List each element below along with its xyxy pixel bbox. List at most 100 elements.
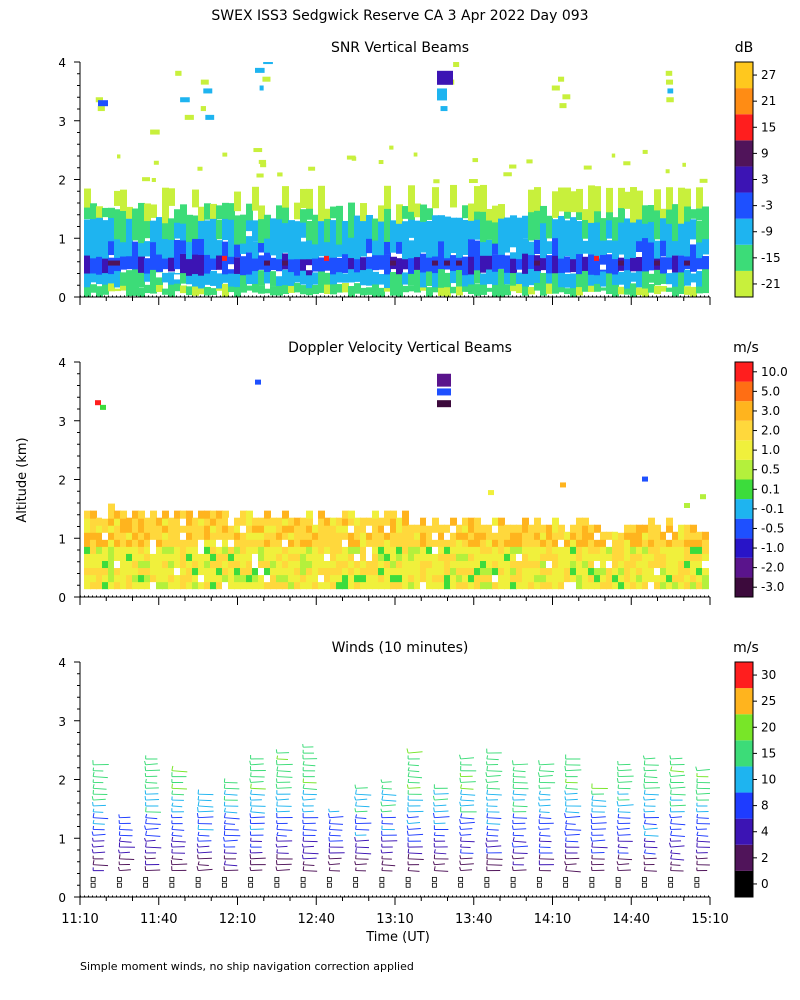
snr-cell — [234, 257, 241, 274]
snr-cell — [642, 270, 649, 289]
doppler-cell — [666, 574, 673, 583]
wind-barb-shaft — [223, 860, 226, 865]
snr-cell — [354, 238, 361, 260]
snr-cell — [570, 287, 577, 297]
wind-barb — [696, 817, 709, 819]
doppler-cell — [114, 567, 121, 576]
snr-speckle — [433, 179, 440, 184]
snr-cell — [330, 273, 337, 285]
snr-cell — [204, 203, 211, 220]
wind-barb — [486, 775, 501, 778]
doppler-cell — [420, 567, 427, 576]
snr-cell — [396, 236, 403, 254]
wind-barb — [565, 798, 578, 801]
doppler-cell — [564, 567, 571, 576]
snr-cell — [654, 240, 661, 259]
snr-cell — [414, 238, 421, 258]
doppler-cell — [138, 538, 145, 547]
doppler-cell — [126, 531, 133, 540]
snr-cell — [660, 235, 667, 257]
doppler-cell — [456, 574, 463, 583]
snr-cell — [126, 240, 133, 257]
wind-barb-shaft — [249, 866, 252, 871]
snr-cell — [288, 220, 295, 242]
doppler-cell — [246, 538, 253, 547]
snr-cell — [126, 254, 133, 270]
doppler-cell — [462, 567, 469, 576]
wind-barb-shaft — [668, 771, 672, 777]
snr-cell — [474, 186, 481, 212]
doppler-cell — [84, 510, 91, 519]
snr-cell — [618, 187, 625, 209]
snr-cell — [162, 253, 169, 270]
doppler-cell — [558, 552, 565, 561]
snr-cell — [576, 252, 583, 275]
snr-cell — [342, 220, 349, 242]
snr-cell — [108, 272, 115, 284]
wind-barb — [644, 840, 656, 843]
doppler-cell — [126, 524, 133, 533]
snr-cell — [138, 238, 145, 257]
snr-cell — [204, 286, 211, 296]
snr-cell — [564, 288, 571, 295]
doppler-cell — [240, 538, 247, 547]
calm-marker — [143, 882, 149, 888]
doppler-cell — [612, 531, 619, 540]
doppler-cell — [684, 574, 691, 583]
snr-cell — [288, 283, 295, 293]
colorbar-segment — [735, 479, 753, 500]
doppler-cell — [144, 574, 151, 583]
doppler-cell — [696, 567, 703, 576]
doppler-cell — [108, 510, 115, 519]
snr-cell — [420, 240, 427, 253]
doppler-cell — [426, 538, 433, 547]
wind-barb-shaft — [642, 755, 645, 760]
calm-marker — [90, 882, 96, 888]
doppler-cell — [438, 574, 445, 583]
doppler-cell — [186, 538, 193, 547]
snr-cell — [300, 209, 307, 223]
snr-gap — [228, 264, 237, 270]
wind-barb — [486, 787, 500, 790]
snr-cell — [378, 219, 385, 241]
colorbar-segment — [735, 538, 753, 558]
snr-cell — [576, 237, 583, 255]
wind-barb — [276, 776, 293, 778]
doppler-cell — [168, 531, 175, 540]
doppler-cell — [552, 524, 559, 533]
doppler-cell — [378, 574, 385, 583]
colorbar-label: 2.0 — [761, 424, 780, 438]
wind-barb-shaft — [327, 813, 330, 818]
snr-cell — [642, 235, 649, 255]
snr-cell — [642, 219, 649, 239]
doppler-colorbar-units: m/s — [733, 340, 759, 356]
snr-cell — [558, 272, 565, 288]
wind-barb — [539, 828, 550, 830]
doppler-cell — [246, 574, 253, 583]
doppler-cell — [702, 552, 709, 561]
doppler-cell — [618, 538, 625, 547]
doppler-cell — [534, 545, 541, 554]
doppler-cell — [168, 574, 175, 583]
snr-cell — [456, 286, 463, 296]
wind-barb-shaft — [590, 813, 593, 818]
doppler-cell — [216, 538, 223, 547]
doppler-cell — [114, 574, 121, 583]
doppler-cell — [330, 581, 337, 590]
wind-barb — [486, 828, 499, 831]
doppler-cell — [660, 567, 667, 576]
calm-marker — [116, 882, 122, 888]
calm-marker — [484, 876, 490, 882]
snr-cell — [192, 252, 199, 275]
doppler-cell — [126, 581, 133, 590]
doppler-cell — [258, 524, 265, 533]
calm-marker — [431, 876, 437, 882]
doppler-cell — [102, 581, 109, 590]
snr-cell — [126, 206, 133, 219]
doppler-cell — [138, 581, 145, 590]
snr-cell — [462, 205, 469, 219]
doppler-cell — [336, 574, 343, 583]
doppler-cell — [702, 545, 709, 554]
doppler-cell — [246, 581, 253, 590]
